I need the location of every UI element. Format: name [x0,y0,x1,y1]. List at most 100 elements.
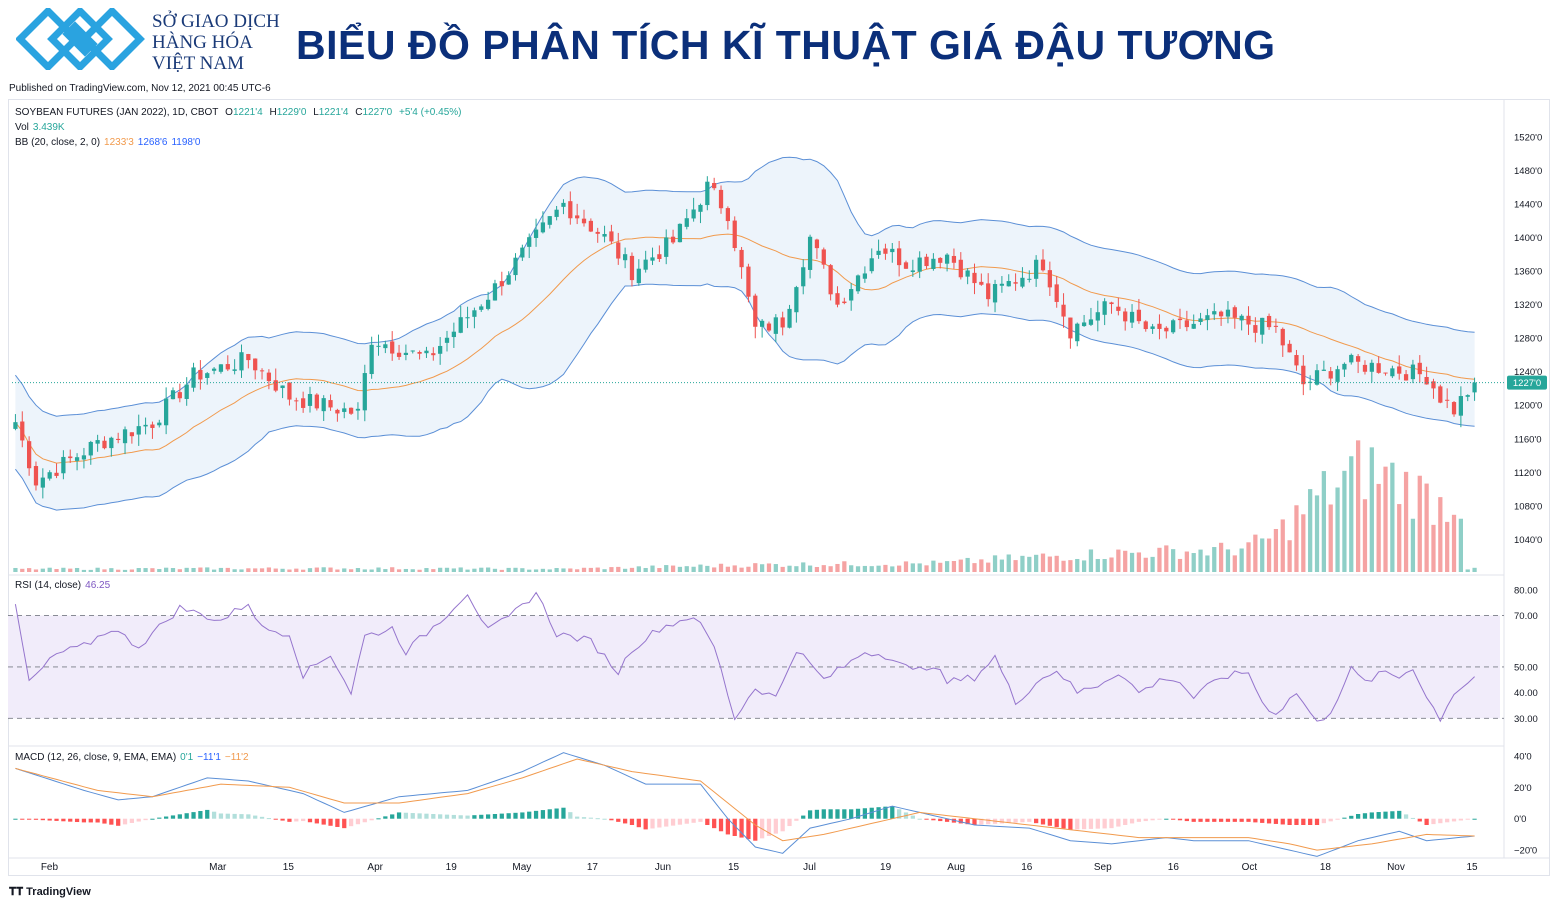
rsi-legend: RSI (14, close) 46.25 [15,580,114,591]
low-label: L [313,107,319,118]
rsi-label[interactable]: RSI (14, close) [15,580,82,591]
volume-bar [266,567,272,572]
tradingview-logo-icon: 𝐓𝐓 [9,886,24,898]
macd-legend: MACD (12, 26, close, 9, EMA, EMA) 0'1 −11'… [15,752,253,763]
candle-body [74,457,80,461]
macd-histogram-bar [842,809,847,819]
volume-bar [657,568,662,572]
candle-body [321,398,326,412]
volume-bar [369,569,374,572]
candle-body [191,367,196,388]
bb-label[interactable]: BB (20, close, 2, 0) [15,137,101,148]
candle-body [1349,354,1354,363]
macd-histogram-bar [218,813,224,819]
macd-histogram-bar [1102,818,1107,829]
candle-body [636,268,641,284]
volume-bar [1417,475,1422,572]
macd-histogram-bar [650,818,655,829]
candle-body [992,284,998,303]
macd-histogram-bar [390,814,395,819]
macd-histogram-bar [1198,818,1203,822]
volume-bar [1246,542,1251,572]
candle-body [787,308,792,328]
candle-body [951,255,957,263]
candle-body [1246,315,1251,325]
volume-bar [910,563,915,572]
macd-label[interactable]: MACD (12, 26, close, 9, EMA, EMA) [15,752,177,763]
candle-body [88,441,93,456]
bb-lower-line [15,283,1475,511]
candle-body [842,301,847,304]
candle-body [410,350,415,352]
macd-histogram-bar [773,818,778,834]
candle-body [554,209,559,217]
volume-bar [1040,553,1046,572]
candle-body [849,289,854,301]
macd-histogram-bar [33,818,39,820]
chart-frame[interactable] [8,99,1550,876]
candle-body [438,345,443,354]
macd-histogram-bar [958,818,963,824]
macd-histogram-bar [725,818,730,835]
volume-bar [1047,556,1052,572]
candle-body [1020,277,1025,287]
candle-body [170,390,176,400]
symbol-label[interactable]: SOYBEAN FUTURES (JAN 2022), 1D, CBOT [15,107,219,118]
macd-histogram-bar [883,806,888,819]
volume-bar [807,565,813,572]
macd-histogram-bar [438,814,443,819]
time-tick-label: 19 [880,862,892,873]
macd-histogram-bar [828,809,833,819]
volume-bar [458,567,463,572]
price-tick-label: 1240'0 [1514,367,1542,378]
candle-body [533,229,539,238]
macd-histogram-bar [1403,814,1409,819]
macd-histogram-bar [211,811,217,819]
macd-histogram-bar [1321,818,1326,824]
volume-bar [1205,555,1210,572]
macd-histogram-bar [1054,818,1059,828]
candle-body [1253,325,1258,333]
volume-bar [1129,552,1135,572]
macd-histogram-bar [862,808,868,819]
macd-histogram-bar [1465,818,1470,820]
macd-histogram-bar [910,815,915,819]
volume-bar [68,568,73,572]
macd-histogram-bar [1164,818,1169,820]
volume-bar [876,565,881,572]
bb-fill [15,157,1475,511]
macd-histogram-bar [1109,818,1114,829]
macd-histogram-bar [225,813,230,819]
vol-label[interactable]: Vol [15,122,29,133]
candle-body [1445,399,1450,401]
volume-bar [129,569,135,572]
volume-bar [191,567,196,572]
footer-brand[interactable]: 𝐓𝐓 TradingView [9,886,91,899]
candle-body [944,254,950,264]
candle-body [164,398,169,426]
candle-body [239,352,244,371]
price-tick-label: 1320'0 [1514,300,1542,311]
candle-body [869,258,874,272]
candle-body [1177,318,1183,321]
candle-body [1225,309,1231,317]
bb-basis-value: 1233'3 [104,137,134,148]
macd-histogram-bar [917,818,922,820]
volume-bar [575,569,580,572]
candle-body [657,254,662,260]
macd-histogram-bar [835,809,840,819]
candle-body [835,293,840,305]
time-tick-label: May [512,862,531,873]
macd-histogram-bar [1232,818,1237,822]
candle-body [225,364,230,370]
candle-body [513,257,518,276]
macd-histogram-bar [143,818,148,821]
macd-histogram-bar [1308,818,1313,825]
macd-histogram-bar [232,813,237,819]
macd-histogram-bar [479,814,484,819]
macd-histogram-bar [1273,818,1279,824]
candle-body [1088,319,1094,325]
macd-histogram-bar [1431,818,1436,825]
macd-histogram-bar [677,818,683,825]
